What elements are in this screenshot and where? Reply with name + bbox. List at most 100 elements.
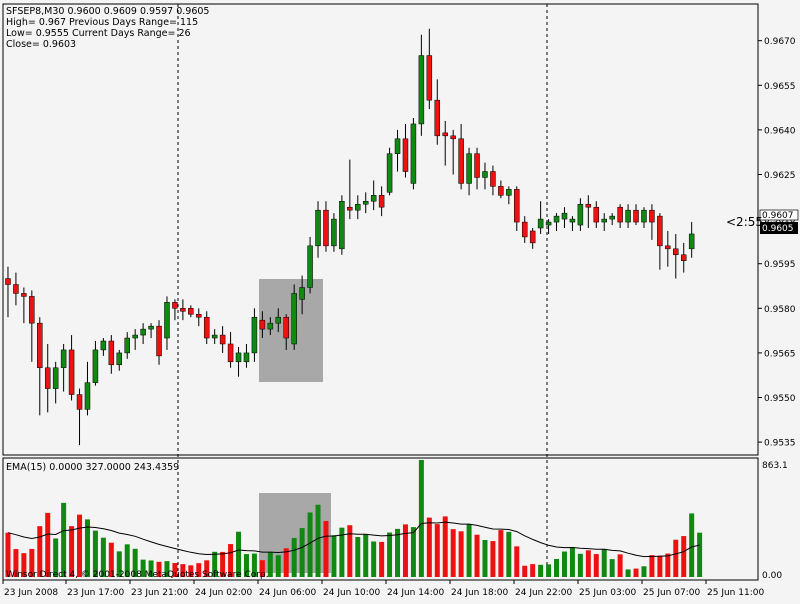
candle-body-bear: [196, 313, 202, 318]
main-header-line-4: Close= 0.9603: [6, 39, 76, 50]
volume-bar: [180, 564, 186, 577]
candle: [68, 335, 75, 401]
volume-bar: [395, 528, 401, 577]
candle-body-bull: [92, 349, 99, 383]
candle: [188, 305, 194, 318]
candle-body-bear: [474, 153, 480, 178]
candle: [665, 230, 671, 267]
candle-body-bull: [355, 203, 361, 211]
candle: [235, 346, 242, 377]
volume-bar: [601, 548, 607, 577]
candle: [13, 272, 19, 306]
candle-body-bull: [315, 209, 321, 247]
volume-bar: [228, 544, 234, 577]
price-axis-tick-label: 0.9580: [764, 305, 796, 315]
candle-body-bear: [617, 206, 623, 223]
volume-bar: [116, 551, 122, 577]
candle: [545, 219, 552, 234]
volume-bar: [561, 551, 567, 577]
volume-bar: [522, 565, 528, 577]
candle-body-bull: [545, 221, 552, 226]
volume-panel-frame: [2, 457, 759, 581]
candle-body-bear: [514, 189, 520, 223]
candle-body-bear: [649, 209, 655, 223]
candle-body-bear: [180, 308, 186, 312]
volume-bar: [267, 552, 273, 577]
time-axis-tick-label: 25 Jun 03:00: [579, 588, 636, 598]
candle: [323, 201, 329, 252]
volume-bar: [458, 531, 464, 577]
candle: [553, 213, 560, 231]
volume-bar: [132, 548, 138, 577]
candle: [299, 275, 305, 315]
volume-bar: [140, 559, 146, 577]
candle: [680, 242, 687, 273]
time-axis-tick-label: 23 Jun 17:00: [67, 588, 124, 598]
candle-body-bear: [5, 278, 11, 285]
candle-body-bull: [100, 340, 107, 351]
volume-bar: [387, 532, 393, 577]
volume-axis-top-label: 863.1: [762, 461, 788, 471]
candle: [434, 79, 441, 145]
volume-bar: [363, 534, 369, 577]
volume-bar: [633, 568, 639, 577]
candle: [100, 338, 107, 356]
volume-bar: [53, 538, 59, 577]
volume-bar: [625, 569, 631, 577]
volume-bar: [450, 529, 456, 577]
candle-body-bull: [641, 209, 647, 223]
volume-bar: [498, 530, 504, 577]
candle-body-bear: [593, 206, 600, 223]
candle: [378, 186, 385, 217]
candle: [601, 213, 607, 231]
volume-bar: [442, 516, 448, 577]
volume-bar: [323, 521, 329, 577]
candle-body-bear: [76, 394, 83, 410]
candle-body-bear: [13, 284, 19, 294]
volume-bar: [236, 531, 242, 577]
volume-bar: [577, 553, 583, 577]
candle-body-bear: [323, 209, 329, 247]
candle: [355, 195, 361, 220]
candle-body-bear: [434, 99, 441, 137]
volume-bar: [347, 525, 353, 577]
candle-body-bear: [37, 322, 43, 369]
candle-body-bull: [140, 328, 146, 336]
candle-body-bear: [585, 203, 592, 208]
candle-body-bull: [307, 245, 313, 288]
candle: [537, 201, 544, 234]
volume-bar: [307, 512, 313, 577]
volume-bar: [299, 528, 305, 577]
volume-bar: [124, 544, 130, 577]
candle-body-bull: [132, 334, 138, 339]
volume-bar: [641, 566, 647, 577]
candle: [5, 266, 11, 318]
candle: [577, 198, 584, 231]
candle: [148, 323, 154, 339]
candle: [410, 117, 417, 190]
candle: [347, 159, 353, 220]
candle-body-bear: [188, 308, 194, 315]
volume-bar: [482, 539, 488, 577]
candle: [275, 308, 282, 333]
candle: [267, 317, 274, 336]
volume-bar: [474, 534, 480, 577]
volume-bar: [554, 558, 560, 577]
volume-bar: [84, 519, 90, 577]
candle-body-bull: [164, 302, 170, 339]
candle: [442, 120, 448, 166]
candle-body-bear: [490, 171, 496, 187]
candle-body-bull: [418, 55, 425, 125]
bar-countdown: <2:55: [726, 215, 763, 229]
candle: [21, 287, 27, 324]
time-axis-tick-label: 24 Jun 18:00: [451, 588, 508, 598]
time-axis-tick-label: 24 Jun 14:00: [387, 588, 444, 598]
candle: [52, 361, 59, 404]
volume-bar: [434, 524, 440, 577]
candle: [498, 180, 504, 199]
bid-price-box: [760, 222, 798, 234]
candle: [633, 204, 639, 226]
candle: [37, 317, 43, 416]
